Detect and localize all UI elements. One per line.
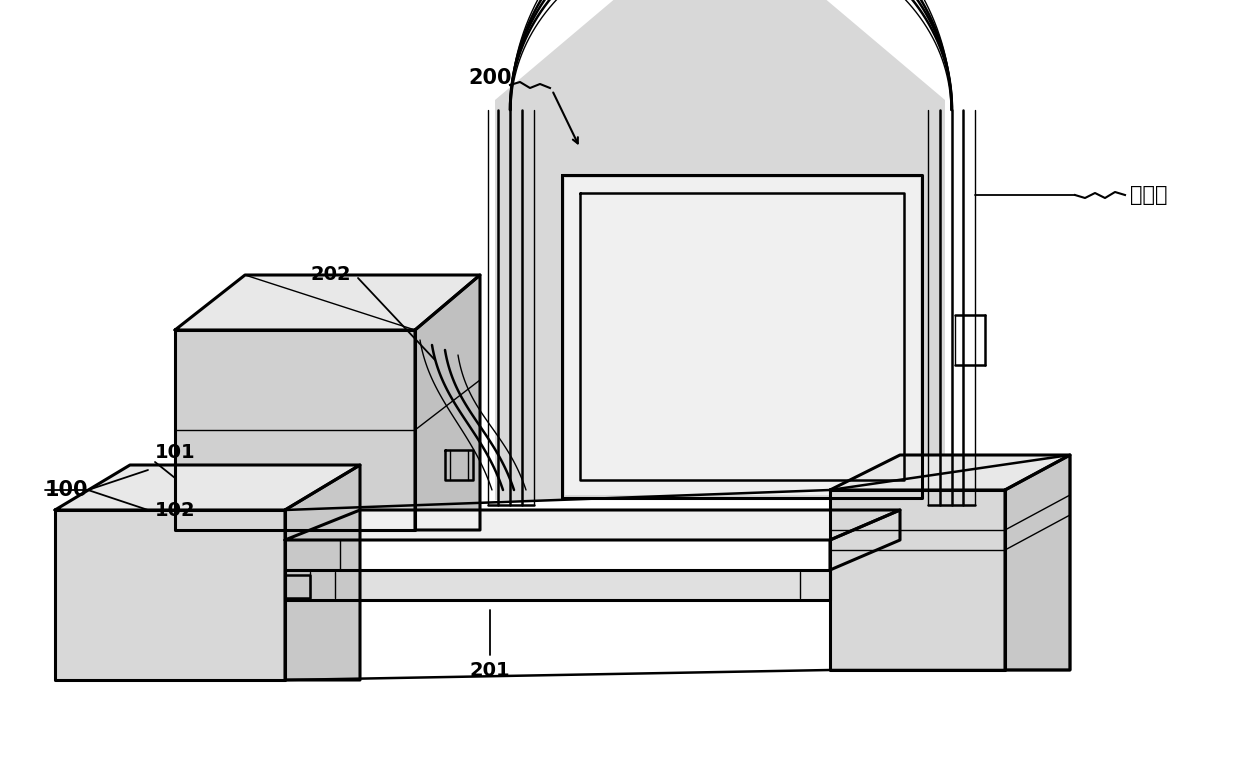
Polygon shape xyxy=(830,510,900,570)
Polygon shape xyxy=(175,330,415,530)
Polygon shape xyxy=(495,0,945,500)
Polygon shape xyxy=(55,510,285,680)
Text: 202: 202 xyxy=(310,265,351,284)
Polygon shape xyxy=(285,570,830,600)
Polygon shape xyxy=(565,178,920,495)
Polygon shape xyxy=(1004,455,1070,670)
Text: 102: 102 xyxy=(155,501,196,520)
Polygon shape xyxy=(415,275,480,530)
Polygon shape xyxy=(830,455,1070,490)
Text: 101: 101 xyxy=(155,444,196,463)
Polygon shape xyxy=(175,275,480,330)
Polygon shape xyxy=(55,465,360,510)
Text: 201: 201 xyxy=(470,660,511,679)
Text: 显示屏: 显示屏 xyxy=(1130,185,1168,205)
Polygon shape xyxy=(285,510,900,540)
Text: 200: 200 xyxy=(469,68,512,88)
Text: 100: 100 xyxy=(45,480,88,500)
Polygon shape xyxy=(830,490,1004,670)
Polygon shape xyxy=(285,465,360,680)
